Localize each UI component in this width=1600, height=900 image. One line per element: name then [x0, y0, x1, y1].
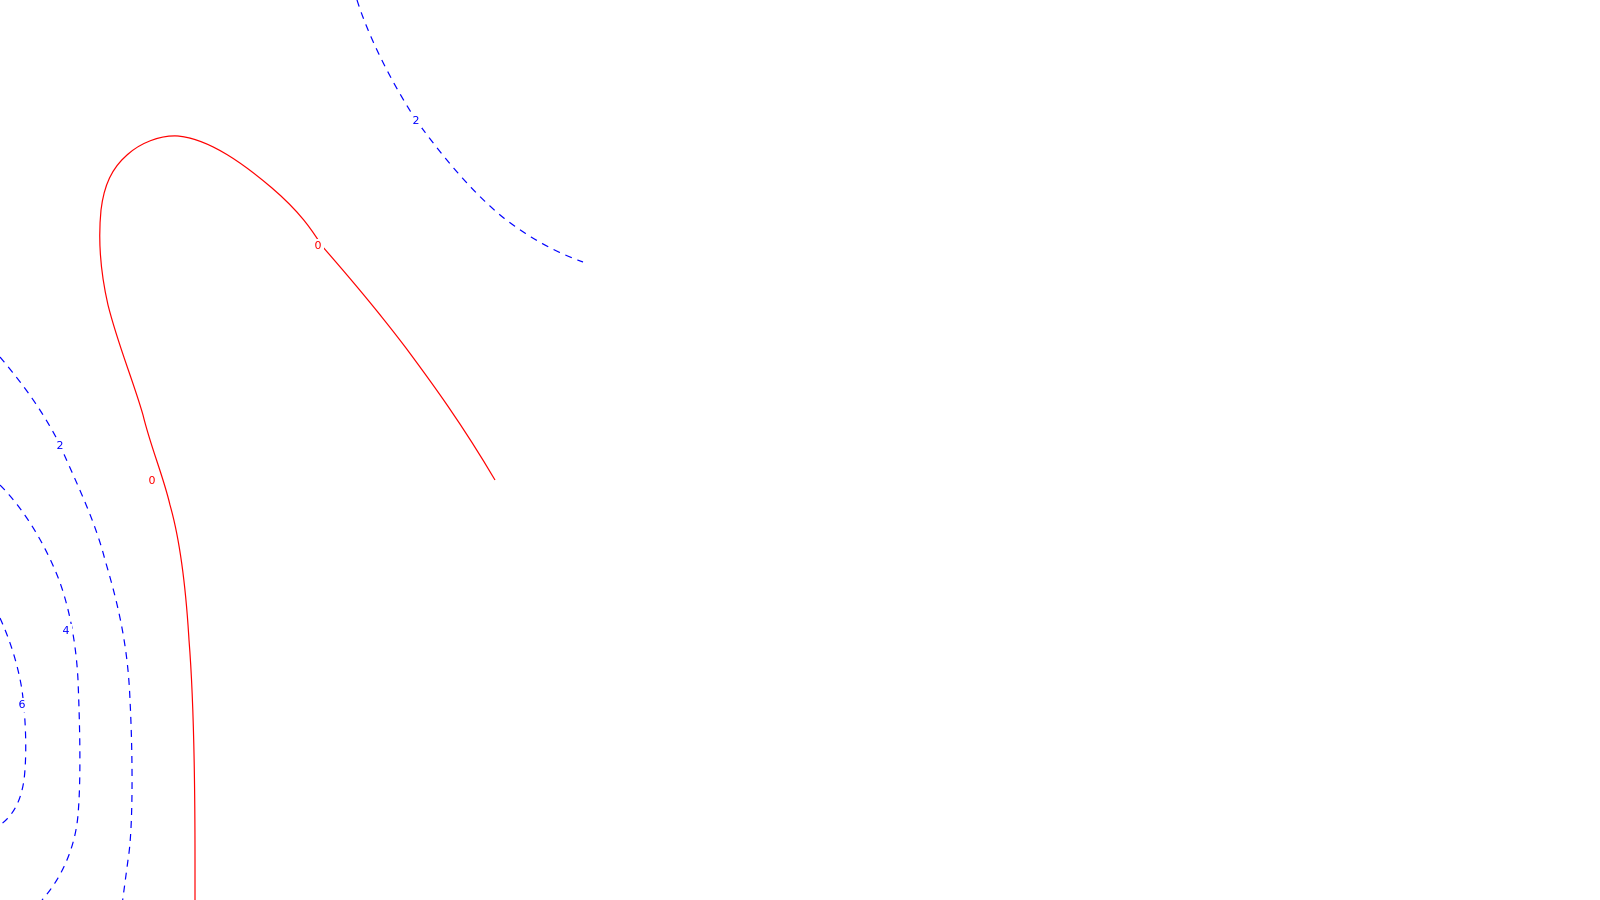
contour-label-bg [60, 624, 72, 638]
contour-label-bg [410, 114, 422, 128]
contour-level-2-pos2-left [0, 356, 133, 900]
contour-level-6-pos6-left [0, 617, 27, 826]
contour-lines [0, 0, 584, 900]
contour-label-0: 0 [149, 474, 156, 487]
contour-label-2: 2 [57, 439, 64, 452]
contour-level-4-pos4-left [0, 484, 81, 900]
contour-label-bg [312, 239, 324, 253]
contour-label-bg [146, 474, 158, 488]
contour-label-6: 6 [19, 698, 26, 711]
contour-label-bg [54, 439, 66, 453]
contour-label-0: 0 [315, 239, 322, 252]
contour-level-2-pos2-top [356, 0, 584, 263]
contour-label-2: 2 [413, 114, 420, 127]
contour-label-bg [16, 698, 28, 712]
contour-labels: 0 0 2 2 4 6 [16, 114, 422, 712]
contour-label-4: 4 [63, 624, 70, 637]
contour-level-0-zero-main [99, 135, 496, 900]
